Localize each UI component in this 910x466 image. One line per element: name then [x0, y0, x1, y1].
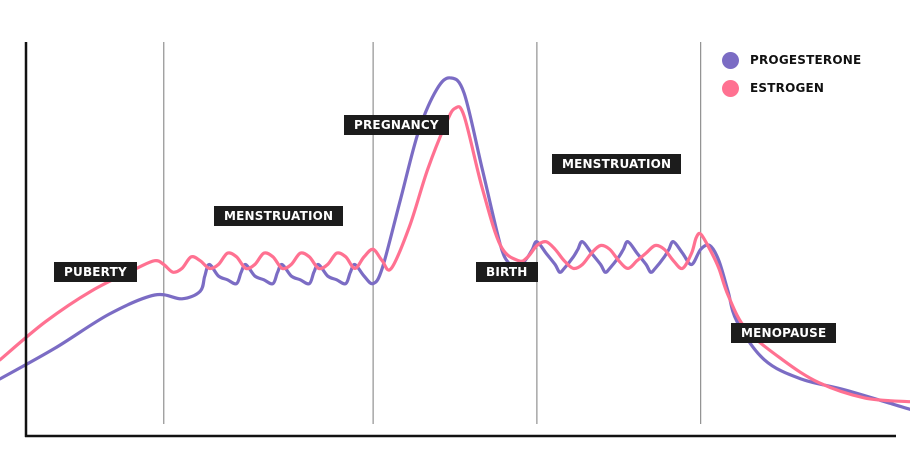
- legend-item-progesterone: PROGESTERONE: [722, 50, 861, 70]
- legend: PROGESTERONE ESTROGEN: [722, 50, 861, 106]
- series-layer: [0, 76, 910, 411]
- legend-label-progesterone: PROGESTERONE: [750, 53, 862, 67]
- label-puberty: PUBERTY: [54, 262, 137, 282]
- label-menopause: MENOPAUSE: [731, 323, 837, 343]
- stage-dividers: [25, 42, 702, 424]
- label-menstruation-1: MENSTRUATION: [214, 206, 344, 226]
- series-estrogen-line: [0, 105, 910, 404]
- legend-label-estrogen: ESTROGEN: [750, 81, 825, 95]
- legend-item-estrogen: ESTROGEN: [722, 78, 861, 98]
- series-progesterone-line: [0, 76, 910, 411]
- label-birth: BIRTH: [476, 262, 538, 282]
- legend-swatch-progesterone: [722, 51, 739, 69]
- axes: [24, 42, 896, 438]
- label-pregnancy: PREGNANCY: [344, 115, 449, 135]
- label-menstruation-2: MENSTRUATION: [552, 154, 682, 174]
- legend-swatch-estrogen: [722, 79, 739, 97]
